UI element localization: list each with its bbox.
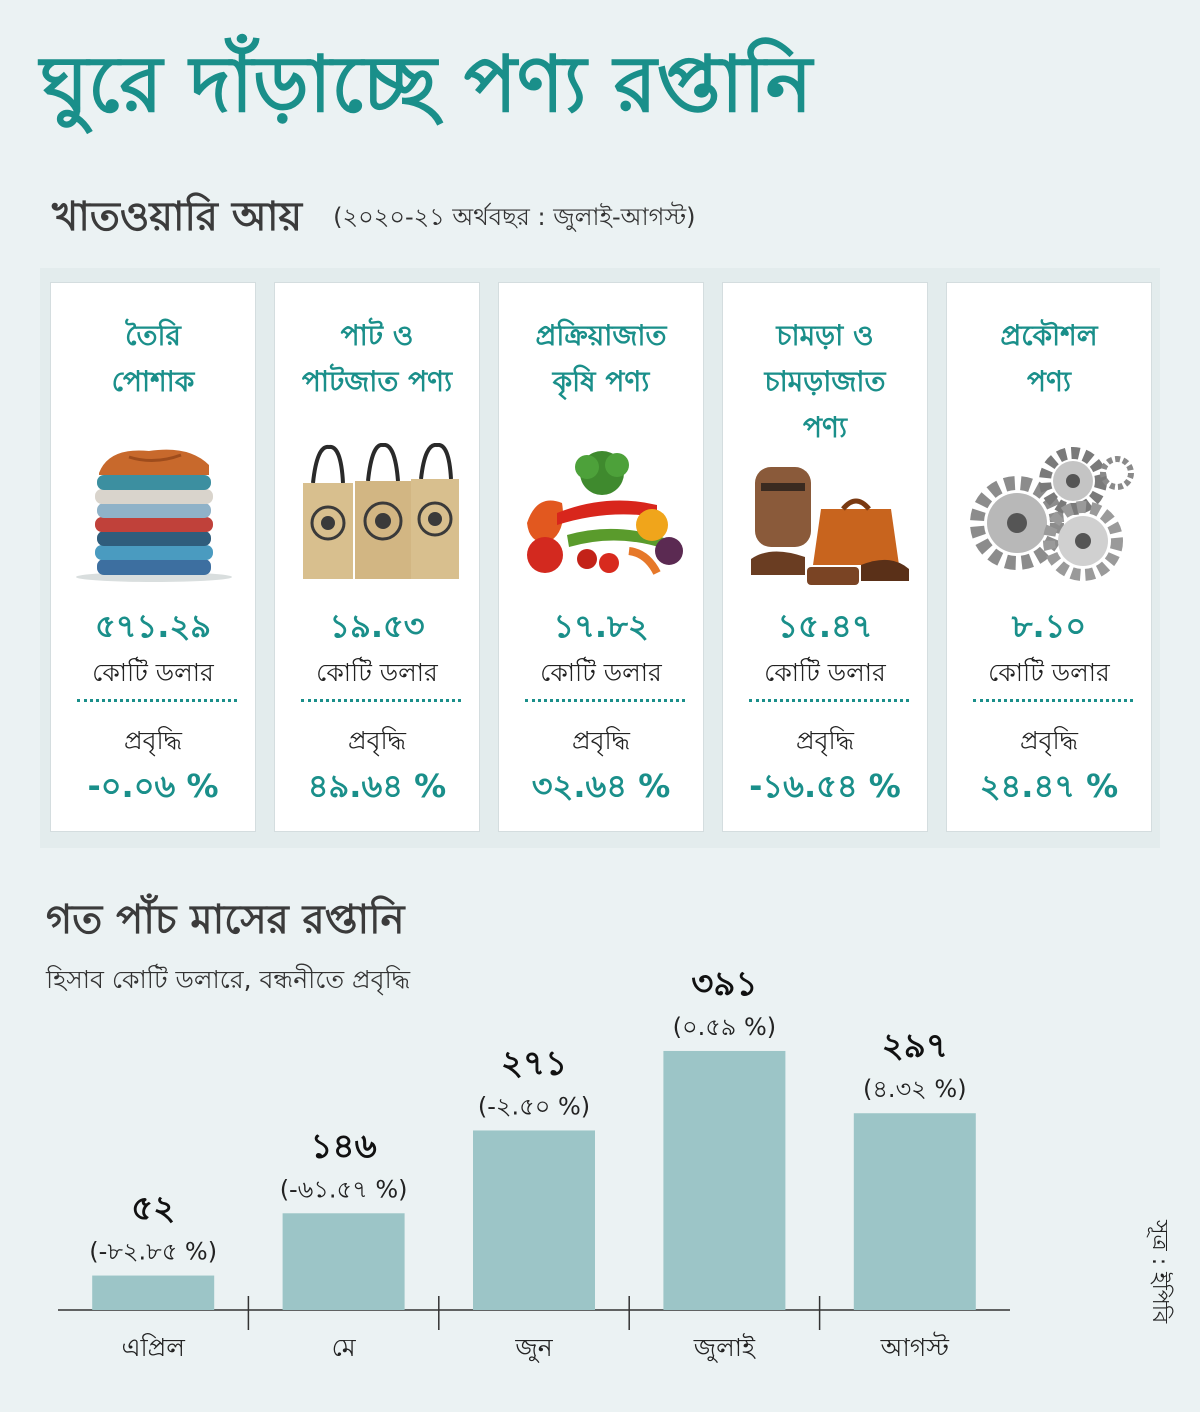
divider bbox=[973, 699, 1133, 702]
category-label-3: জুন bbox=[514, 1333, 553, 1363]
growth-label-3: (-২.৫০ %) bbox=[478, 1092, 590, 1120]
sector-unit: কোটি ডলার bbox=[988, 658, 1110, 687]
sector-unit: কোটি ডলার bbox=[92, 658, 214, 687]
growth-label: প্রবৃদ্ধি bbox=[1019, 726, 1079, 755]
growth-label-4: (০.৫৯ %) bbox=[673, 1013, 777, 1041]
bar-2 bbox=[282, 1213, 405, 1310]
bar-3 bbox=[473, 1130, 595, 1310]
sector-card-garments: তৈরি পোশাক ৫৭১.২৯ কোটি ডলার প্রবৃদ্ধি -০… bbox=[50, 282, 256, 832]
growth-label: প্রবৃদ্ধি bbox=[795, 726, 855, 755]
sector-growth: -১৬.৫৪ % bbox=[749, 767, 901, 805]
sector-growth: ৩২.৬৪ % bbox=[531, 767, 671, 805]
sector-card-engineering: প্রকৌশল পণ্য ৮.১০ কোটি ডলার প্রবৃদ্ধি ২৪… bbox=[946, 282, 1152, 832]
page-title: ঘুরে দাঁড়াচ্ছে পণ্য রপ্তানি bbox=[40, 40, 813, 130]
sector-name: তৈরি পোশাক bbox=[111, 319, 195, 398]
sector-value: ১৯.৫৩ bbox=[329, 607, 425, 645]
category-label-2: মে bbox=[332, 1333, 357, 1362]
category-label-1: এপ্রিল bbox=[121, 1333, 185, 1362]
sector-value: ১৫.৪৭ bbox=[777, 607, 873, 645]
value-label-2: ১৪৬ bbox=[310, 1126, 376, 1166]
bar-4 bbox=[663, 1050, 786, 1310]
sector-name: প্রক্রিয়াজাত কৃষি পণ্য bbox=[535, 319, 667, 398]
value-label-3: ২৭১ bbox=[501, 1043, 567, 1083]
sector-growth: -০.০৬ % bbox=[87, 767, 219, 805]
monthly-section-title: গত পাঁচ মাসের রপ্তানি bbox=[46, 897, 405, 943]
sector-unit: কোটি ডলার bbox=[540, 658, 662, 687]
category-label-4: জুলাই bbox=[693, 1333, 756, 1363]
source-note: সূত্র : ইপিবি bbox=[1147, 1220, 1172, 1324]
leather-goods-icon bbox=[751, 467, 909, 585]
folded-clothes-icon bbox=[76, 449, 232, 582]
jute-bags-icon bbox=[303, 443, 459, 579]
growth-label: প্রবৃদ্ধি bbox=[571, 726, 631, 755]
growth-label-1: (-৮২.৮৫ %) bbox=[89, 1238, 217, 1266]
growth-label: প্রবৃদ্ধি bbox=[347, 726, 407, 755]
vegetables-icon bbox=[527, 451, 683, 575]
sector-card-agro: প্রক্রিয়াজাত কৃষি পণ্য ১৭.৮২ কোটি ডলার … bbox=[498, 282, 704, 832]
sector-section-title: খাতওয়ারি আয় bbox=[52, 194, 303, 240]
monthly-section-note: হিসাব কোটি ডলারে, বন্ধনীতে প্রবৃদ্ধি bbox=[46, 965, 411, 994]
value-label-1: ৫২ bbox=[131, 1189, 175, 1229]
sector-section-note: (২০২০-২১ অর্থবছর : জুলাই-আগস্ট) bbox=[333, 202, 696, 231]
sector-card-leather: চামড়া ও চামড়াজাত পণ্য ১৫.৪৭ কোটি ডলার … bbox=[722, 282, 928, 832]
sector-value: ১৭.৮২ bbox=[553, 607, 649, 645]
value-label-5: ২৯৭ bbox=[882, 1026, 948, 1066]
sector-unit: কোটি ডলার bbox=[316, 658, 438, 687]
sector-header: খাতওয়ারি আয় (২০২০-২১ অর্থবছর : জুলাই-আ… bbox=[52, 185, 696, 245]
growth-label-5: (৪.৩২ %) bbox=[863, 1075, 967, 1103]
value-label-4: ৩৯১ bbox=[691, 964, 757, 1004]
sector-growth: ৪৯.৬৪ % bbox=[307, 767, 447, 805]
divider bbox=[301, 699, 461, 702]
sector-name: চামড়া ও চামড়াজাত পণ্য bbox=[764, 319, 886, 444]
sector-unit: কোটি ডলার bbox=[764, 658, 886, 687]
bar-5 bbox=[853, 1113, 976, 1310]
divider bbox=[525, 699, 685, 702]
growth-label: প্রবৃদ্ধি bbox=[123, 726, 183, 755]
growth-label-2: (-৬১.৫৭ %) bbox=[280, 1175, 408, 1203]
sector-value: ৫৭১.২৯ bbox=[94, 607, 212, 645]
sector-growth: ২৪.৪৭ % bbox=[979, 767, 1119, 805]
sector-name: পাট ও পাটজাত পণ্য bbox=[301, 319, 453, 398]
sector-name: প্রকৌশল পণ্য bbox=[1000, 319, 1098, 398]
bar-1 bbox=[92, 1275, 215, 1310]
divider bbox=[749, 699, 909, 702]
sector-value: ৮.১০ bbox=[1011, 607, 1087, 645]
sector-card-jute: পাট ও পাটজাত পণ্য ১৯.৫৩ কোটি ডলার প্রবৃদ… bbox=[274, 282, 480, 832]
sector-cards-panel: তৈরি পোশাক ৫৭১.২৯ কোটি ডলার প্রবৃদ্ধি -০… bbox=[40, 268, 1160, 848]
divider bbox=[77, 699, 237, 702]
gears-icon bbox=[970, 447, 1134, 581]
category-label-5: আগস্ট bbox=[880, 1332, 951, 1362]
